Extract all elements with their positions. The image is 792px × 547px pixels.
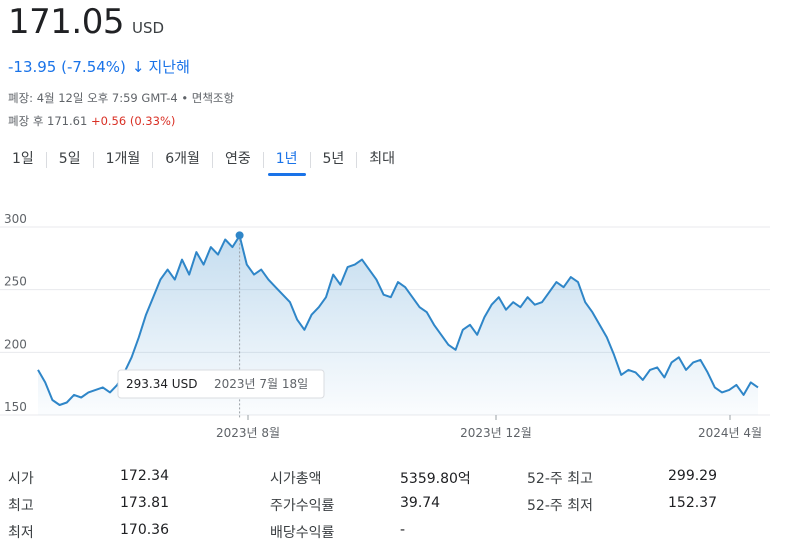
stat-div-value: -	[400, 522, 406, 538]
stat-mktcap-label: 시가총액	[270, 471, 322, 487]
stat-low-value: 170.36	[120, 522, 169, 538]
tooltip-price: 293.34 USD	[126, 377, 197, 391]
stat-52w-low-label: 52-주 최저	[527, 498, 593, 514]
hover-point	[235, 231, 244, 240]
tab-1d[interactable]: 1일	[12, 151, 34, 167]
after-hours-price: 폐장 후 171.61	[8, 114, 88, 128]
y-tick-label: 300	[4, 212, 27, 226]
stat-low-label: 최저	[8, 525, 34, 541]
price-line	[37, 234, 759, 406]
tab-divider	[262, 152, 264, 168]
tab-max[interactable]: 최대	[369, 151, 396, 167]
stat-pe-label: 주가수익률	[270, 498, 335, 514]
stat-high-value: 173.81	[120, 495, 169, 511]
tab-6m[interactable]: 6개월	[165, 151, 200, 167]
y-tick-label: 150	[4, 400, 27, 414]
tab-divider	[45, 152, 47, 168]
hover-tooltip: 293.34 USD 2023년 7월 18일	[117, 369, 325, 399]
stat-52w-low-value: 152.37	[668, 495, 717, 511]
stat-mktcap-value: 5359.80억	[400, 471, 471, 487]
tab-divider	[92, 152, 94, 168]
tab-5d[interactable]: 5일	[58, 151, 81, 167]
tab-divider	[152, 152, 154, 168]
x-tick-label: 2023년 8월	[216, 426, 280, 440]
tab-divider	[211, 152, 213, 168]
tab-1m[interactable]: 1개월	[105, 151, 141, 167]
change-value: -13.95 (-7.54%)	[8, 57, 126, 76]
stat-52w-high-label: 52-주 최고	[527, 471, 593, 487]
tab-5y[interactable]: 5년	[322, 151, 345, 167]
stat-open-label: 시가	[8, 471, 34, 487]
stat-52w-high-value: 299.29	[668, 468, 717, 484]
price-chart[interactable]: 300 250 200 150 293.34 USD 2023년 7월 18일 202…	[0, 200, 792, 450]
x-tick-label: 2023년 12월	[460, 426, 532, 440]
stat-pe-value: 39.74	[400, 495, 441, 511]
range-tabs: 1일 5일 1개월 6개월 연중 1년 5년 최대	[0, 146, 407, 176]
stat-div-label: 배당수익률	[270, 525, 335, 541]
y-axis-labels: 300 250 200 150	[4, 212, 27, 414]
price-change: -13.95 (-7.54%) ↓ 지난해	[8, 56, 190, 77]
stat-open-value: 172.34	[120, 468, 169, 484]
x-tick-label: 2024년 4월	[698, 426, 762, 440]
arrow-down-icon: ↓	[131, 57, 145, 76]
stat-high-label: 최고	[8, 498, 34, 514]
x-axis-labels: 2023년 8월 2023년 12월 2024년 4월	[216, 415, 762, 440]
close-meta: 폐장: 4월 12일 오후 7:59 GMT-4 • 면책조항	[8, 91, 235, 105]
current-price: 171.05	[8, 2, 124, 42]
tooltip-date: 2023년 7월 18일	[214, 377, 308, 391]
after-hours: 폐장 후 171.61 +0.56 (0.33%)	[8, 113, 175, 129]
y-tick-label: 250	[4, 275, 27, 289]
after-hours-change: +0.56 (0.33%)	[90, 114, 176, 128]
tab-divider	[309, 152, 311, 168]
tab-1y[interactable]: 1년	[264, 146, 310, 176]
currency-label: USD	[131, 19, 165, 37]
y-tick-label: 200	[4, 337, 27, 351]
tab-ytd[interactable]: 연중	[224, 151, 251, 167]
change-period: 지난해	[148, 58, 190, 76]
tab-divider	[356, 152, 358, 168]
quote-header: 171.05 USD	[8, 2, 164, 42]
